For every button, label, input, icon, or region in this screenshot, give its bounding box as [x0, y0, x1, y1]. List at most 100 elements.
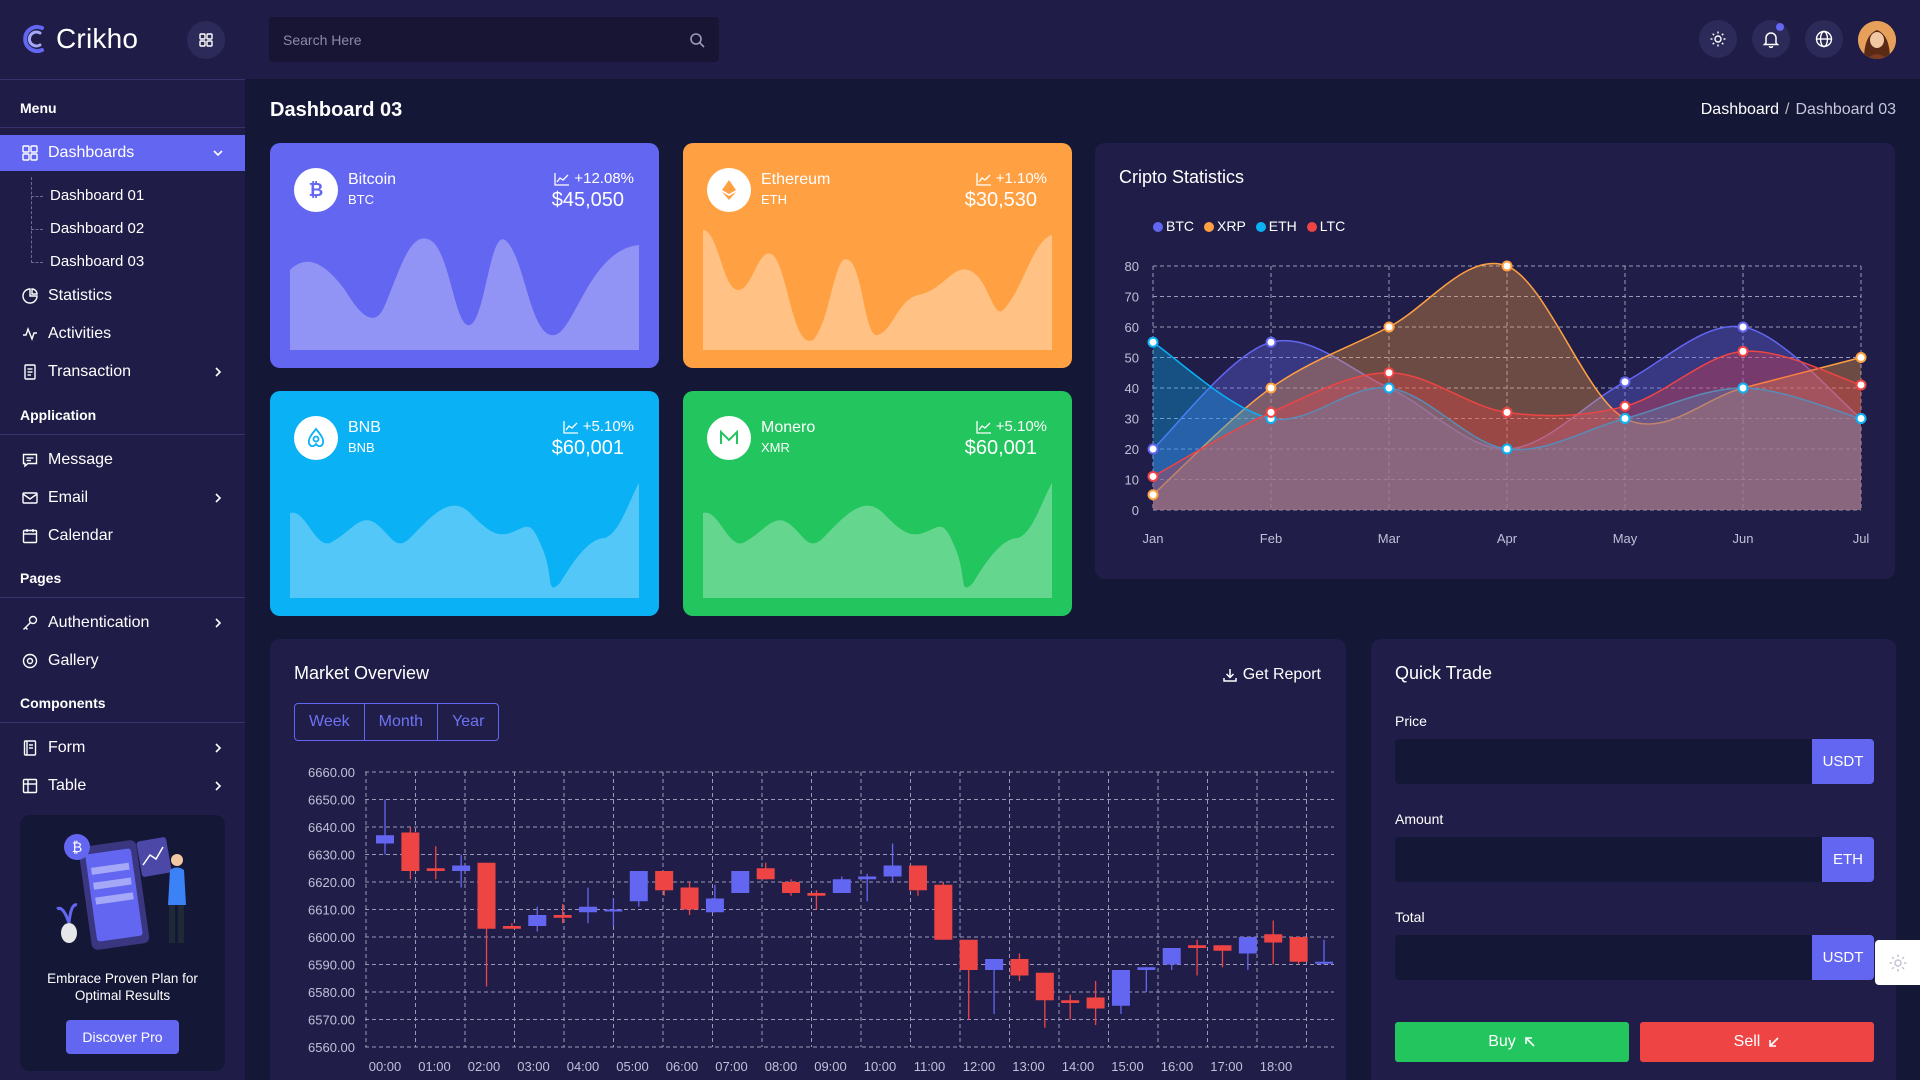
coin-price: $45,050 [551, 189, 624, 211]
candle-body [807, 893, 826, 896]
chart-up-icon [563, 420, 578, 434]
sidebar-subitem-dashboard-01[interactable]: Dashboard 01 [50, 187, 145, 204]
total-label: Total [1395, 909, 1425, 925]
legend-item[interactable]: ETH [1255, 218, 1297, 234]
candle-body [502, 926, 521, 929]
arrow-down-left-icon [1769, 1037, 1779, 1047]
candle-body [680, 887, 699, 910]
candle-body [1213, 945, 1232, 951]
coin-change: +5.10% [563, 418, 634, 435]
legend-item[interactable]: LTC [1306, 218, 1345, 234]
data-point [1737, 382, 1749, 394]
monero-icon [707, 416, 751, 460]
sidebar-item-activities[interactable]: Activities [0, 316, 245, 352]
page-title: Dashboard 03 [270, 99, 403, 121]
coin-change: +5.10% [976, 418, 1047, 435]
x-tick-label: Feb [1260, 531, 1282, 546]
coin-price: $60,001 [964, 437, 1037, 459]
sidebar-item-statistics[interactable]: Statistics [0, 278, 245, 314]
sidebar-item-label: Form [48, 739, 86, 756]
get-report-button[interactable]: Get Report [1222, 666, 1321, 684]
data-point [1855, 352, 1867, 363]
coin-sparkline [290, 483, 639, 598]
tab-year[interactable]: Year [452, 713, 485, 730]
candle-body [1111, 970, 1130, 1006]
sell-button[interactable]: Sell [1640, 1022, 1874, 1062]
search-icon[interactable] [689, 32, 705, 48]
legend-item[interactable]: XRP [1204, 218, 1246, 234]
candle-body [959, 939, 978, 970]
coin-card-ethereum[interactable]: Ethereum ETH +1.10% $30,530 [683, 143, 1072, 368]
bnb-icon [294, 416, 338, 460]
y-tick-label: 6580.00 [308, 985, 355, 1000]
coin-symbol: ETH [761, 192, 787, 207]
app-logo[interactable]: Crikho [20, 22, 138, 56]
breadcrumb-root[interactable]: Dashboard [1700, 101, 1780, 118]
candle-body [756, 868, 775, 880]
amount-field[interactable]: ETH [1395, 837, 1874, 882]
ethereum-icon [707, 168, 751, 212]
globe-icon [1815, 30, 1833, 48]
candle-body [426, 868, 445, 871]
tab-week[interactable]: Week [295, 704, 365, 740]
price-field[interactable]: USDT [1395, 739, 1874, 784]
dashboard-icon [22, 145, 38, 161]
coin-card-bitcoin[interactable]: ₿ Bitcoin BTC +12.08% $45,050 [270, 143, 659, 368]
divider [0, 434, 245, 435]
x-tick-label: 09:00 [814, 1059, 847, 1074]
buy-label: Buy [1488, 1033, 1516, 1050]
breadcrumb-current: Dashboard 03 [1795, 101, 1896, 118]
x-tick-label: Apr [1497, 531, 1518, 546]
sidebar-item-calendar[interactable]: Calendar [0, 518, 245, 554]
legend-label: ETH [1268, 218, 1297, 234]
sidebar-item-table[interactable]: Table [0, 768, 245, 804]
settings-tab[interactable] [1875, 940, 1920, 985]
apps-menu-button[interactable] [187, 21, 225, 59]
svg-text:₿: ₿ [309, 180, 324, 200]
x-tick-label: 01:00 [418, 1059, 451, 1074]
sidebar-item-transaction[interactable]: Transaction [0, 354, 245, 390]
sidebar-item-authentication[interactable]: Authentication [0, 605, 245, 641]
discover-pro-button[interactable]: Discover Pro [66, 1020, 179, 1054]
sidebar-item-dashboards[interactable]: Dashboards [0, 135, 245, 171]
series-area [1153, 351, 1861, 510]
y-tick-label: 20 [1125, 442, 1139, 457]
notifications-button[interactable] [1752, 20, 1790, 58]
sidebar-item-message[interactable]: Message [0, 442, 245, 478]
y-tick-label: 40 [1125, 381, 1139, 396]
sidebar-subitem-dashboard-03[interactable]: Dashboard 03 [50, 253, 145, 270]
total-field[interactable]: USDT [1395, 935, 1874, 980]
sidebar-item-label: Gallery [48, 652, 99, 669]
search-input[interactable] [283, 31, 689, 48]
candle-body [1162, 948, 1181, 965]
coin-name: Bitcoin [348, 171, 397, 188]
sidebar-item-gallery[interactable]: Gallery [0, 643, 245, 679]
sidebar-item-email[interactable]: Email [0, 480, 245, 516]
coin-sparkline [703, 230, 1052, 350]
get-report-label: Get Report [1242, 666, 1321, 683]
sell-label: Sell [1733, 1033, 1761, 1050]
data-point [1737, 345, 1749, 357]
coin-card-bnb[interactable]: BNB BNB +5.10% $60,001 [270, 391, 659, 616]
coin-change-value: +5.10% [582, 418, 634, 435]
coin-change-value: +12.08% [574, 170, 634, 187]
candle-body [629, 871, 648, 902]
divider [0, 722, 245, 723]
buy-button[interactable]: Buy [1395, 1022, 1629, 1062]
data-point [1383, 382, 1395, 394]
theme-toggle-button[interactable] [1699, 20, 1737, 58]
sidebar-subitem-dashboard-02[interactable]: Dashboard 02 [50, 220, 145, 237]
candle-body [883, 865, 902, 877]
sidebar-item-form[interactable]: Form [0, 730, 245, 766]
legend-swatch [1255, 222, 1266, 232]
language-button[interactable] [1805, 20, 1843, 58]
coin-card-monero[interactable]: Monero XMR +5.10% $60,001 [683, 391, 1072, 616]
panel-title: Market Overview [294, 663, 430, 683]
tab-month[interactable]: Month [365, 704, 439, 740]
amount-unit: ETH [1822, 837, 1874, 882]
x-tick-label: 16:00 [1161, 1059, 1194, 1074]
user-avatar[interactable] [1858, 21, 1896, 59]
chevron-right-icon [215, 618, 222, 628]
legend-item[interactable]: BTC [1153, 218, 1194, 234]
x-tick-label: Jan [1143, 531, 1164, 546]
